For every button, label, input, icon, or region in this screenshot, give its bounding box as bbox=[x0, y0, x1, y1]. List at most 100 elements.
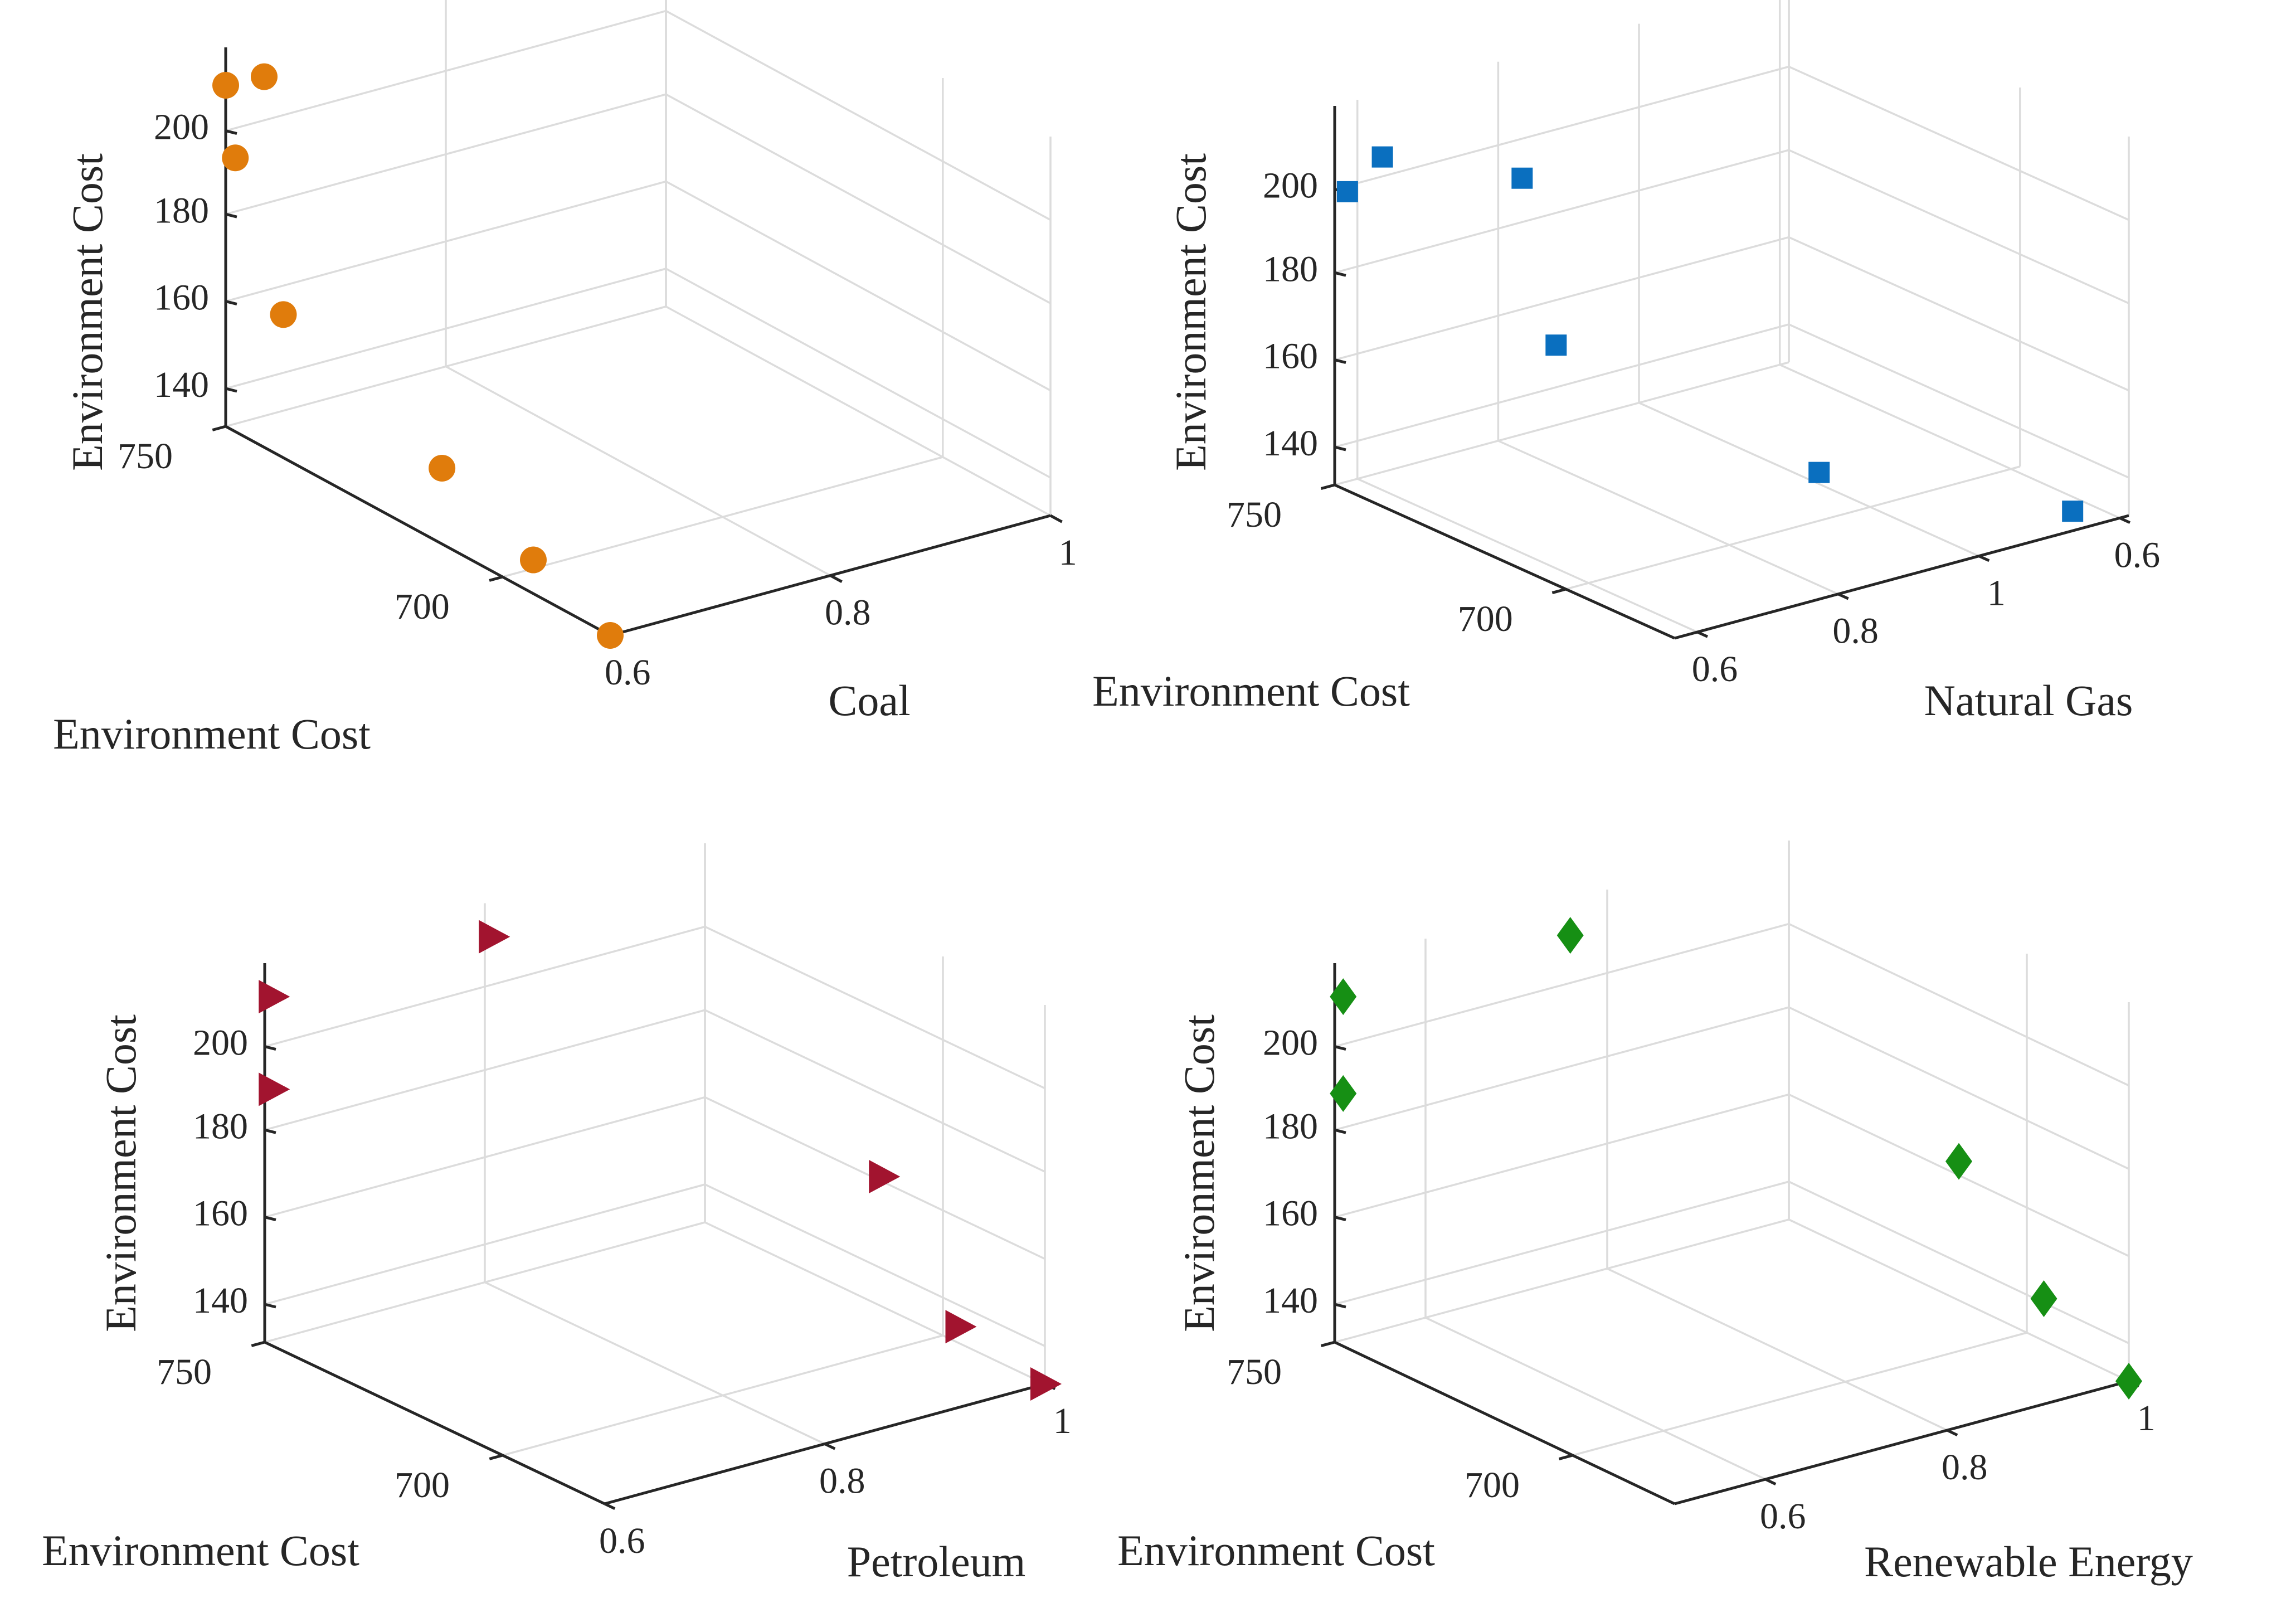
z-tick-label: 200 bbox=[193, 1023, 248, 1063]
x-tick bbox=[824, 1442, 836, 1450]
z-tick-label: 140 bbox=[1263, 1280, 1318, 1321]
x-axis-title: Coal bbox=[828, 676, 910, 725]
y-axis-title: Environment Cost bbox=[53, 710, 371, 758]
grid-line bbox=[1572, 1332, 2027, 1456]
z-tick-label: 180 bbox=[1263, 249, 1318, 289]
x-tick bbox=[604, 1502, 616, 1510]
y-tick-label: 700 bbox=[395, 586, 450, 627]
x-tick-label: 0.8 bbox=[825, 592, 871, 633]
grid-line bbox=[1779, 363, 2120, 519]
z-tick bbox=[225, 212, 237, 218]
data-point bbox=[1808, 462, 1830, 483]
x-tick-label: 1 bbox=[2137, 1398, 2156, 1439]
data-point bbox=[869, 1160, 901, 1194]
y-tick bbox=[212, 425, 226, 431]
grid-line bbox=[1497, 440, 1839, 595]
grid-line bbox=[1788, 1218, 2129, 1382]
z-tick-label: 160 bbox=[154, 278, 209, 318]
x-tick bbox=[1837, 592, 1849, 600]
x-tick bbox=[829, 574, 843, 583]
grid-line bbox=[1565, 465, 2021, 590]
data-point bbox=[479, 920, 510, 954]
z-tick-label: 180 bbox=[154, 190, 209, 231]
x-tick-label: 0.6 bbox=[605, 652, 651, 693]
grid-line bbox=[1788, 923, 2129, 1087]
grid-line bbox=[502, 1334, 943, 1456]
grid-line bbox=[665, 10, 1051, 221]
z-axis-title: Environment Cost bbox=[1175, 1014, 1223, 1332]
grid-line bbox=[1334, 1218, 1789, 1343]
z-tick bbox=[264, 1045, 276, 1051]
grid-line bbox=[1334, 1093, 1789, 1218]
data-point bbox=[259, 1072, 290, 1106]
y-tick-label: 700 bbox=[395, 1465, 450, 1505]
z-tick bbox=[264, 1303, 276, 1309]
data-point bbox=[1945, 1143, 1972, 1180]
grid-line bbox=[1334, 1006, 1789, 1131]
z-tick-label: 200 bbox=[1263, 1023, 1318, 1063]
grid-line bbox=[1334, 65, 1789, 191]
z-tick-label: 160 bbox=[1263, 1193, 1318, 1234]
subplot-coal: 0.6 0.8 1 700 750 140 160 180 200 Coal Environment… bbox=[53, 0, 1077, 758]
grid-line bbox=[665, 305, 1051, 517]
y-tick-label: 750 bbox=[1227, 494, 1282, 535]
x-tick bbox=[1946, 1429, 1958, 1436]
y-tick bbox=[1320, 1340, 1335, 1348]
x-tick-label: 0.8 bbox=[1832, 611, 1879, 652]
z-tick bbox=[1334, 271, 1346, 277]
x-tick bbox=[1978, 555, 1990, 562]
z-axis-title: Environment Cost bbox=[63, 153, 111, 471]
z-tick bbox=[1334, 1128, 1346, 1134]
grid-line bbox=[704, 1221, 1045, 1385]
grid-line bbox=[1788, 236, 2129, 392]
z-tick bbox=[225, 129, 237, 135]
x-axis-line bbox=[1674, 1380, 2129, 1505]
grid-line bbox=[1334, 361, 1789, 486]
grid-line bbox=[264, 1221, 706, 1343]
grid-line bbox=[704, 1009, 1045, 1173]
x-tick-label: 1 bbox=[1059, 532, 1077, 573]
grid-line bbox=[1357, 478, 1698, 633]
data-point bbox=[2030, 1280, 2057, 1317]
y-axis-line bbox=[264, 1340, 606, 1505]
subplot-petroleum: 0.6 0.8 1 700 750 140 160 180 200 Petroleum Enviro… bbox=[42, 843, 1072, 1586]
y-tick-label: 750 bbox=[157, 1352, 212, 1392]
grid-line bbox=[1788, 1006, 2129, 1170]
z-tick-label: 180 bbox=[193, 1106, 248, 1147]
grid-line bbox=[225, 305, 667, 428]
x-axis-title: Renewable Energy bbox=[1864, 1537, 2193, 1586]
data-point bbox=[520, 546, 547, 574]
data-point bbox=[429, 454, 456, 482]
x-tick bbox=[2119, 517, 2131, 524]
y-tick bbox=[489, 575, 503, 582]
y-axis-line bbox=[225, 425, 611, 637]
x-tick-label: 0.6 bbox=[1760, 1496, 1806, 1537]
data-point bbox=[945, 1310, 977, 1344]
data-point bbox=[2062, 501, 2084, 522]
grid-line bbox=[1334, 1181, 1789, 1305]
y-tick bbox=[1320, 483, 1335, 490]
grid-line bbox=[484, 1281, 825, 1445]
z-tick-label: 180 bbox=[1263, 1106, 1318, 1147]
grid-line bbox=[1788, 1181, 2129, 1344]
y-axis-line bbox=[1334, 1340, 1676, 1505]
grid-line bbox=[1788, 66, 2129, 221]
data-point bbox=[212, 72, 239, 99]
y-tick bbox=[251, 1340, 265, 1347]
grid-line bbox=[1788, 149, 2129, 304]
z-tick-label: 160 bbox=[1263, 336, 1318, 377]
data-point bbox=[1330, 978, 1357, 1016]
data-point bbox=[259, 980, 290, 1014]
data-point bbox=[222, 144, 249, 172]
grid-line bbox=[704, 926, 1045, 1090]
grid-line bbox=[1334, 236, 1789, 361]
z-tick bbox=[1334, 1216, 1346, 1222]
x-tick bbox=[1049, 514, 1063, 523]
grid-line bbox=[665, 93, 1051, 304]
z-tick-label: 200 bbox=[154, 107, 209, 148]
x-tick-label: 1 bbox=[1987, 572, 2006, 613]
y-tick-label: 750 bbox=[1227, 1352, 1282, 1392]
grid-line bbox=[1334, 323, 1789, 448]
grid-line bbox=[1788, 323, 2129, 479]
